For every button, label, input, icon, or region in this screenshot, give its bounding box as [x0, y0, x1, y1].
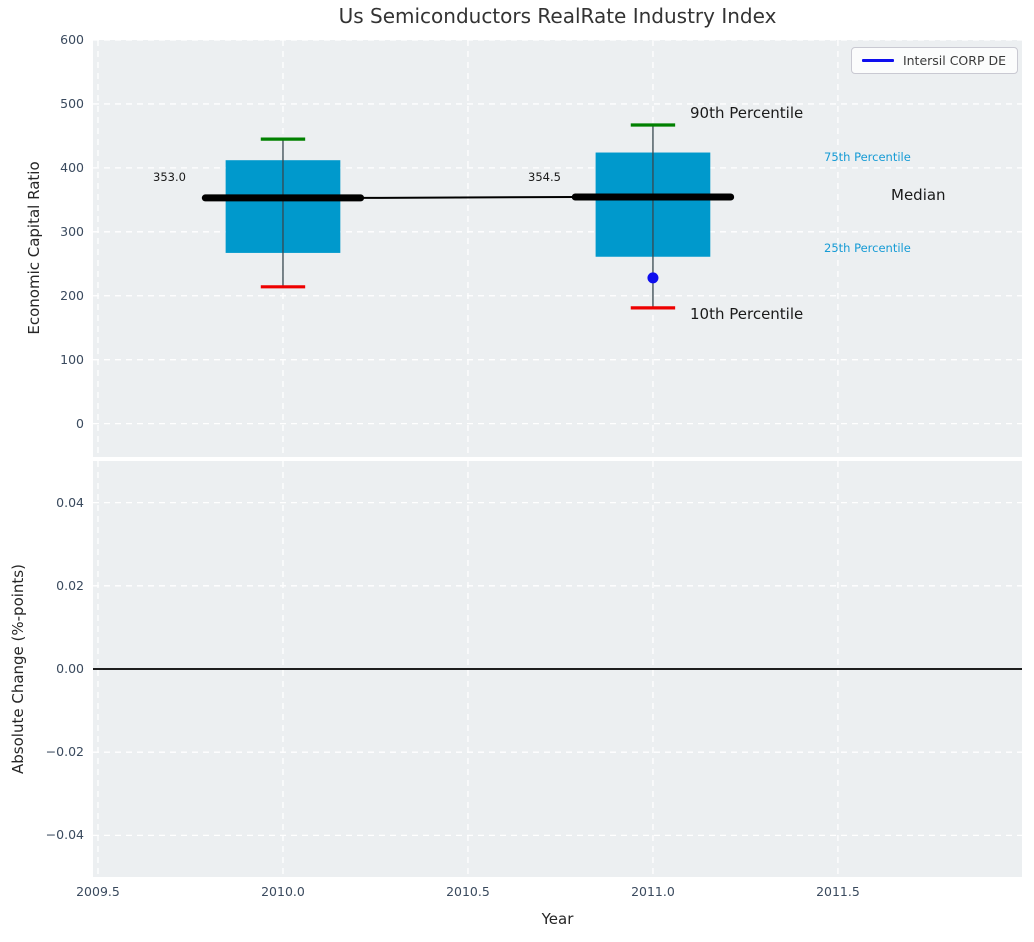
- y-tick-label-top: 500: [60, 95, 84, 111]
- annotation-10th-percentile: 10th Percentile: [690, 305, 804, 323]
- annotation-25th-percentile: 25th Percentile: [824, 241, 911, 255]
- y-tick-label-bottom: 0.04: [56, 494, 84, 510]
- legend-line-swatch: [861, 59, 894, 62]
- bottom-axes: [93, 461, 1022, 877]
- x-tick-label: 2011.5: [816, 884, 860, 899]
- legend-label: Intersil CORP DE: [902, 53, 1006, 68]
- x-axis-label: Year: [541, 910, 574, 928]
- x-tick-label: 2011.0: [631, 884, 675, 899]
- annotation-353-0: 353.0: [153, 170, 186, 184]
- y-tick-label-top: 100: [60, 351, 84, 367]
- annotation-90th-percentile: 90th Percentile: [690, 104, 804, 122]
- bottom-plot-svg: [93, 461, 1022, 877]
- x-tick-label: 2009.5: [76, 884, 120, 899]
- x-tick-label: 2010.5: [446, 884, 490, 899]
- top-axes: Intersil CORP DE: [93, 40, 1022, 457]
- legend: Intersil CORP DE: [850, 47, 1018, 74]
- top-plot-svg: [93, 40, 1022, 457]
- y-tick-label-top: 0: [76, 415, 84, 431]
- annotation-354-5: 354.5: [528, 170, 561, 184]
- y-tick-label-bottom: −0.02: [45, 744, 84, 760]
- y-tick-label-bottom: 0.02: [56, 577, 84, 593]
- series-marker-intersil: [647, 272, 659, 284]
- y-axis-label-top: Economic Capital Ratio: [25, 161, 43, 335]
- y-tick-label-top: 300: [60, 223, 84, 239]
- y-tick-label-top: 400: [60, 159, 84, 175]
- chart-title: Us Semiconductors RealRate Industry Inde…: [338, 4, 777, 28]
- x-tick-label: 2010.0: [261, 884, 305, 899]
- annotation-75th-percentile: 75th Percentile: [824, 150, 911, 164]
- y-tick-label-bottom: −0.04: [45, 827, 84, 843]
- annotation-median: Median: [891, 186, 946, 204]
- median-trend-line: [360, 195, 576, 199]
- y-tick-label-bottom: 0.00: [56, 661, 84, 676]
- y-tick-label-top: 200: [60, 287, 84, 303]
- y-tick-label-top: 600: [60, 32, 84, 47]
